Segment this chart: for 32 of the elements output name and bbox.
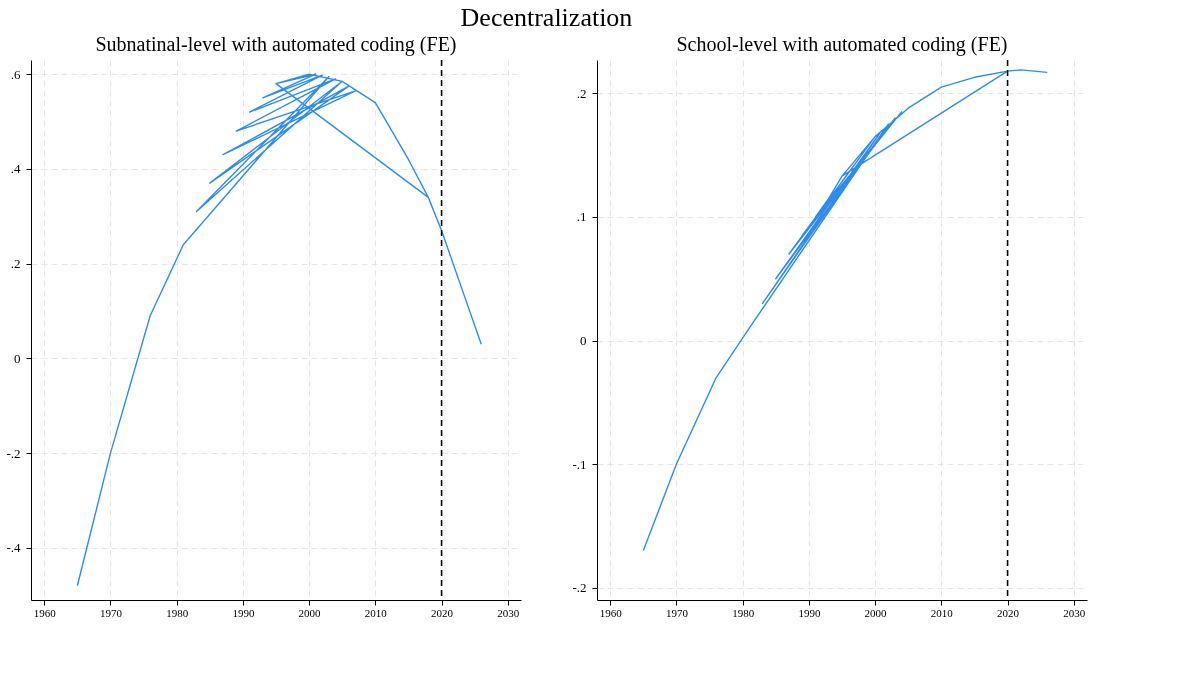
line-series (76, 73, 482, 587)
x-tick-label: 1990 (232, 606, 255, 619)
x-tick-label: 1980 (166, 606, 189, 619)
x-tick-label: 1960 (33, 606, 57, 619)
y-tick-label: -.1 (572, 456, 587, 472)
y-tick-label: .2 (576, 85, 587, 101)
x-tick-label: 2030 (1063, 606, 1086, 619)
y-tick-label: .2 (10, 256, 21, 272)
x-tick-label: 1990 (798, 606, 821, 619)
y-tick-label: .6 (10, 66, 21, 82)
x-tick-label: 2000 (864, 606, 888, 619)
chart-subtitle: School-level with automated coding (FE) (676, 33, 1008, 57)
x-tick-label: 2010 (364, 606, 388, 619)
x-tick-label: 1960 (599, 606, 623, 619)
y-tick-label: -.2 (6, 445, 21, 461)
y-tick-label: .4 (10, 161, 21, 177)
x-tick-label: 1970 (99, 606, 123, 619)
chart-title: Decentralization (460, 3, 633, 33)
y-tick-label: .1 (576, 209, 587, 225)
x-tick-label: 2000 (298, 606, 322, 619)
line-series (642, 69, 1048, 552)
x-tick-label: 2020 (431, 606, 454, 619)
y-tick-label: -.4 (6, 540, 21, 556)
y-tick-label: 0 (580, 333, 587, 348)
x-tick-label: 2010 (930, 606, 954, 619)
x-tick-label: 1970 (665, 606, 689, 619)
x-tick-label: 1980 (732, 606, 755, 619)
x-tick-label: 2030 (497, 606, 520, 619)
y-tick-label: -.2 (572, 580, 587, 596)
chart-subtitle: Subnatinal-level with automated coding (FE) (95, 33, 457, 57)
x-tick-label: 2020 (997, 606, 1020, 619)
y-tick-label: 0 (14, 350, 21, 366)
